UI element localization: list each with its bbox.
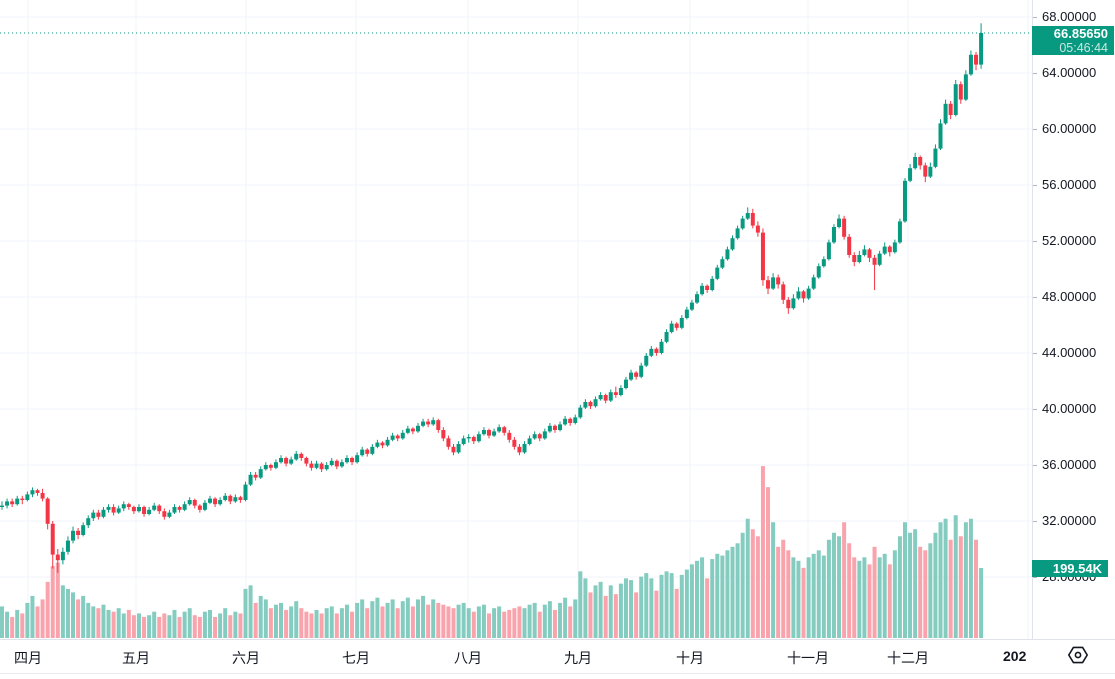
bar-close-countdown: 05:46:44 — [1059, 40, 1108, 55]
gear-icon — [1068, 646, 1088, 664]
volume-bars — [0, 466, 984, 638]
price-tick-mark — [1033, 521, 1037, 522]
price-tick-mark — [1033, 465, 1037, 466]
time-tick-label: 五月 — [122, 650, 150, 666]
price-tick-mark — [1033, 17, 1037, 18]
price-tick-label: 40.00000 — [1042, 401, 1097, 416]
time-tick-label: 九月 — [564, 650, 592, 666]
price-tick-label: 60.00000 — [1042, 121, 1097, 136]
price-tick-label: 32.00000 — [1042, 513, 1097, 528]
year-label: 202 — [1003, 648, 1027, 664]
price-tick-mark — [1033, 297, 1037, 298]
time-tick-label: 六月 — [232, 650, 260, 666]
current-price-value: 66.85650 — [1053, 25, 1108, 41]
price-tick-mark — [1033, 577, 1037, 578]
price-tick-mark — [1033, 185, 1037, 186]
price-tick-label: 56.00000 — [1042, 177, 1097, 192]
time-tick-label: 四月 — [14, 650, 42, 666]
price-tick-mark — [1033, 353, 1037, 354]
bottom-divider — [0, 673, 1115, 674]
time-tick-label: 七月 — [342, 650, 370, 666]
price-tick-mark — [1033, 129, 1037, 130]
candles — [0, 23, 984, 573]
gridlines — [0, 0, 1032, 639]
current-price-badge: 66.85650 05:46:44 — [1032, 25, 1114, 55]
price-tick-label: 44.00000 — [1042, 345, 1097, 360]
time-tick-label: 十一月 — [787, 650, 829, 666]
price-tick-mark — [1033, 241, 1037, 242]
price-tick-label: 52.00000 — [1042, 233, 1097, 248]
price-tick-label: 64.00000 — [1042, 65, 1097, 80]
current-volume-value: 199.54K — [1052, 560, 1102, 576]
time-tick-label: 八月 — [454, 650, 482, 666]
current-volume-badge: 199.54K — [1032, 559, 1108, 577]
time-tick-label: 十月 — [676, 650, 704, 666]
price-scale-settings-button[interactable] — [1064, 643, 1092, 667]
price-axis[interactable]: 68.00000 64.00000 60.00000 56.00000 52.00000… — [1032, 0, 1115, 639]
time-tick-label: 十二月 — [887, 650, 929, 666]
price-tick-label: 36.00000 — [1042, 457, 1097, 472]
time-axis[interactable]: 四月 五月 六月 七月 八月 九月 十月 十一月 十二月 202 — [0, 639, 1115, 679]
price-tick-mark — [1033, 409, 1037, 410]
price-tick-label: 48.00000 — [1042, 289, 1097, 304]
chart-canvas-area[interactable] — [0, 0, 1032, 639]
price-tick-mark — [1033, 73, 1037, 74]
price-tick-label: 68.00000 — [1042, 9, 1097, 24]
chart-canvas[interactable] — [0, 0, 1032, 639]
